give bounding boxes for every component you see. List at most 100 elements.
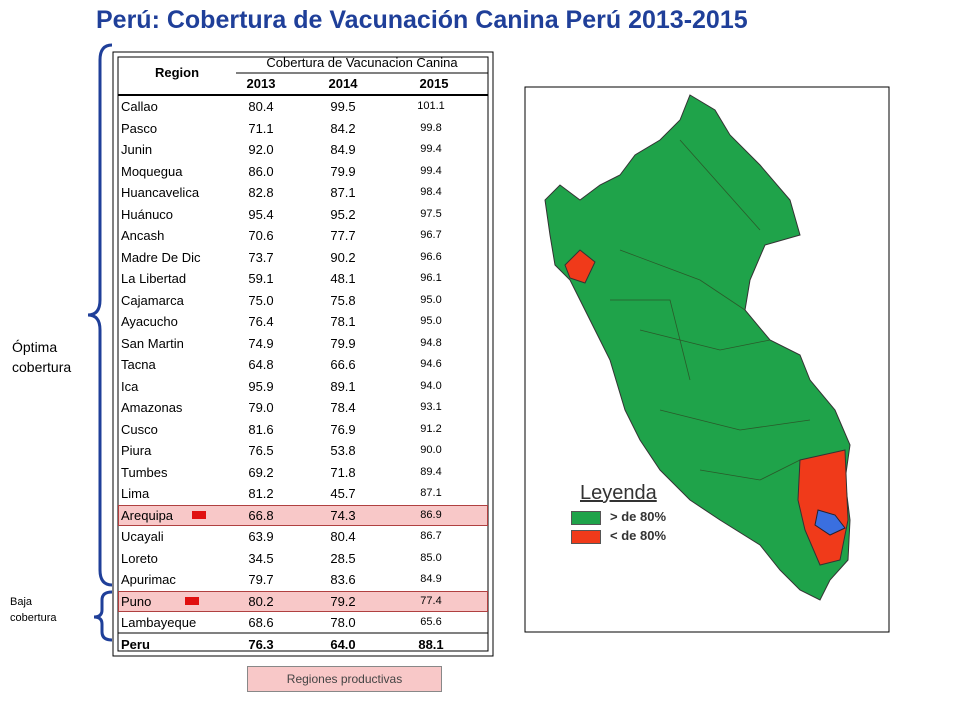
value-cell: 71.1 <box>248 120 274 136</box>
value-cell: 95.4 <box>248 206 274 222</box>
region-cell: San Martin <box>121 335 184 351</box>
region-cell: Cajamarca <box>121 292 184 308</box>
region-cell: Moquegua <box>121 163 183 179</box>
value-cell: 80.4 <box>330 529 356 544</box>
region-cell: Loreto <box>121 550 158 566</box>
value-cell: 77.4 <box>420 594 442 607</box>
region-cell: Tumbes <box>121 464 168 480</box>
value-cell: 79.0 <box>248 400 274 415</box>
legend-title: Leyenda <box>580 482 657 504</box>
value-cell: 74.9 <box>248 335 274 351</box>
region-cell: Ucayali <box>121 529 164 544</box>
value-cell: 65.6 <box>420 616 442 628</box>
value-cell: 95.9 <box>248 378 274 394</box>
legend-swatch <box>571 530 601 544</box>
value-cell: 89.4 <box>420 465 442 478</box>
value-cell: 82.8 <box>248 185 274 200</box>
region-cell: Puno <box>121 593 152 609</box>
map-low-region <box>797 449 849 566</box>
value-cell: 89.1 <box>330 378 356 394</box>
region-cell: La Libertad <box>121 271 187 286</box>
brace-optimal <box>87 43 113 587</box>
value-cell: 78.4 <box>330 400 356 415</box>
table-border-inner <box>117 56 489 652</box>
value-cell: 73.7 <box>248 249 274 265</box>
value-cell: 76.3 <box>248 636 274 652</box>
value-cell: 90.0 <box>420 444 442 456</box>
value-cell: 86.7 <box>420 530 442 542</box>
value-cell: 96.7 <box>420 229 442 241</box>
region-cell: Ica <box>121 378 139 394</box>
value-cell: 95.0 <box>420 315 442 327</box>
table-border <box>112 51 494 657</box>
value-cell: 77.7 <box>330 228 356 243</box>
value-cell: 99.8 <box>420 121 442 134</box>
value-cell: 80.4 <box>248 99 274 114</box>
value-cell: 87.1 <box>330 185 356 200</box>
value-cell: 94.0 <box>420 379 442 392</box>
footer-box: Regiones productivas <box>247 666 442 692</box>
value-cell: 71.8 <box>330 464 356 480</box>
map-lake <box>814 509 846 536</box>
value-cell: 86.9 <box>420 508 442 521</box>
legend-label: < de 80% <box>610 528 667 543</box>
value-cell: 76.4 <box>248 314 274 329</box>
table-header: 2014 <box>328 76 358 91</box>
value-cell: 99.5 <box>330 99 356 114</box>
group-label: Baja cobertura <box>10 596 57 624</box>
value-cell: 87.1 <box>420 487 442 499</box>
row-highlight <box>118 590 488 612</box>
table-header: Region <box>154 65 200 80</box>
value-cell: 79.9 <box>330 335 356 351</box>
map-low-region <box>564 249 596 284</box>
region-cell: Lambayeque <box>121 615 197 630</box>
region-cell: Huánuco <box>121 206 174 222</box>
value-cell: 53.8 <box>330 443 356 458</box>
value-cell: 84.2 <box>330 120 356 136</box>
region-cell: Tacna <box>121 357 156 372</box>
value-cell: 81.2 <box>248 486 274 501</box>
value-cell: 95.2 <box>330 206 356 222</box>
region-cell: Peru <box>121 636 150 652</box>
value-cell: 34.5 <box>248 550 274 566</box>
value-cell: 81.6 <box>248 421 274 437</box>
value-cell: 75.0 <box>248 292 274 308</box>
value-cell: 28.5 <box>330 550 356 566</box>
region-cell: Pasco <box>121 120 158 136</box>
value-cell: 88.1 <box>418 636 444 652</box>
value-cell: 59.1 <box>248 271 274 286</box>
value-cell: 94.8 <box>420 336 442 349</box>
value-cell: 76.5 <box>248 443 274 458</box>
value-cell: 78.1 <box>330 314 356 329</box>
region-cell: Madre De Dic <box>121 249 201 265</box>
value-cell: 99.4 <box>420 143 442 155</box>
value-cell: 45.7 <box>330 486 356 501</box>
region-cell: Junin <box>121 142 153 157</box>
legend-swatch <box>571 511 601 525</box>
value-cell: 75.8 <box>330 292 356 308</box>
flag <box>185 596 199 605</box>
value-cell: 83.6 <box>330 572 356 587</box>
group-label: Óptima cobertura <box>12 339 72 375</box>
map-borders <box>610 139 811 481</box>
region-cell: Piura <box>121 443 152 458</box>
table-header: 2013 <box>246 76 276 91</box>
region-cell: Ancash <box>121 228 165 243</box>
table-header: 2015 <box>419 76 449 91</box>
value-cell: 85.0 <box>420 551 442 564</box>
value-cell: 69.2 <box>248 464 274 480</box>
region-cell: Huancavelica <box>121 185 200 200</box>
region-cell: Callao <box>121 99 158 114</box>
value-cell: 63.9 <box>248 529 274 544</box>
title: Perú: Cobertura de Vacunación Canina Per… <box>96 6 748 34</box>
value-cell: 66.8 <box>248 507 274 523</box>
value-cell: 79.7 <box>248 572 274 587</box>
region-cell: Apurimac <box>121 572 176 587</box>
value-cell: 92.0 <box>248 142 274 157</box>
map-peru <box>544 94 851 601</box>
value-cell: 48.1 <box>330 271 356 286</box>
value-cell: 96.6 <box>420 250 442 263</box>
flag <box>192 510 206 519</box>
